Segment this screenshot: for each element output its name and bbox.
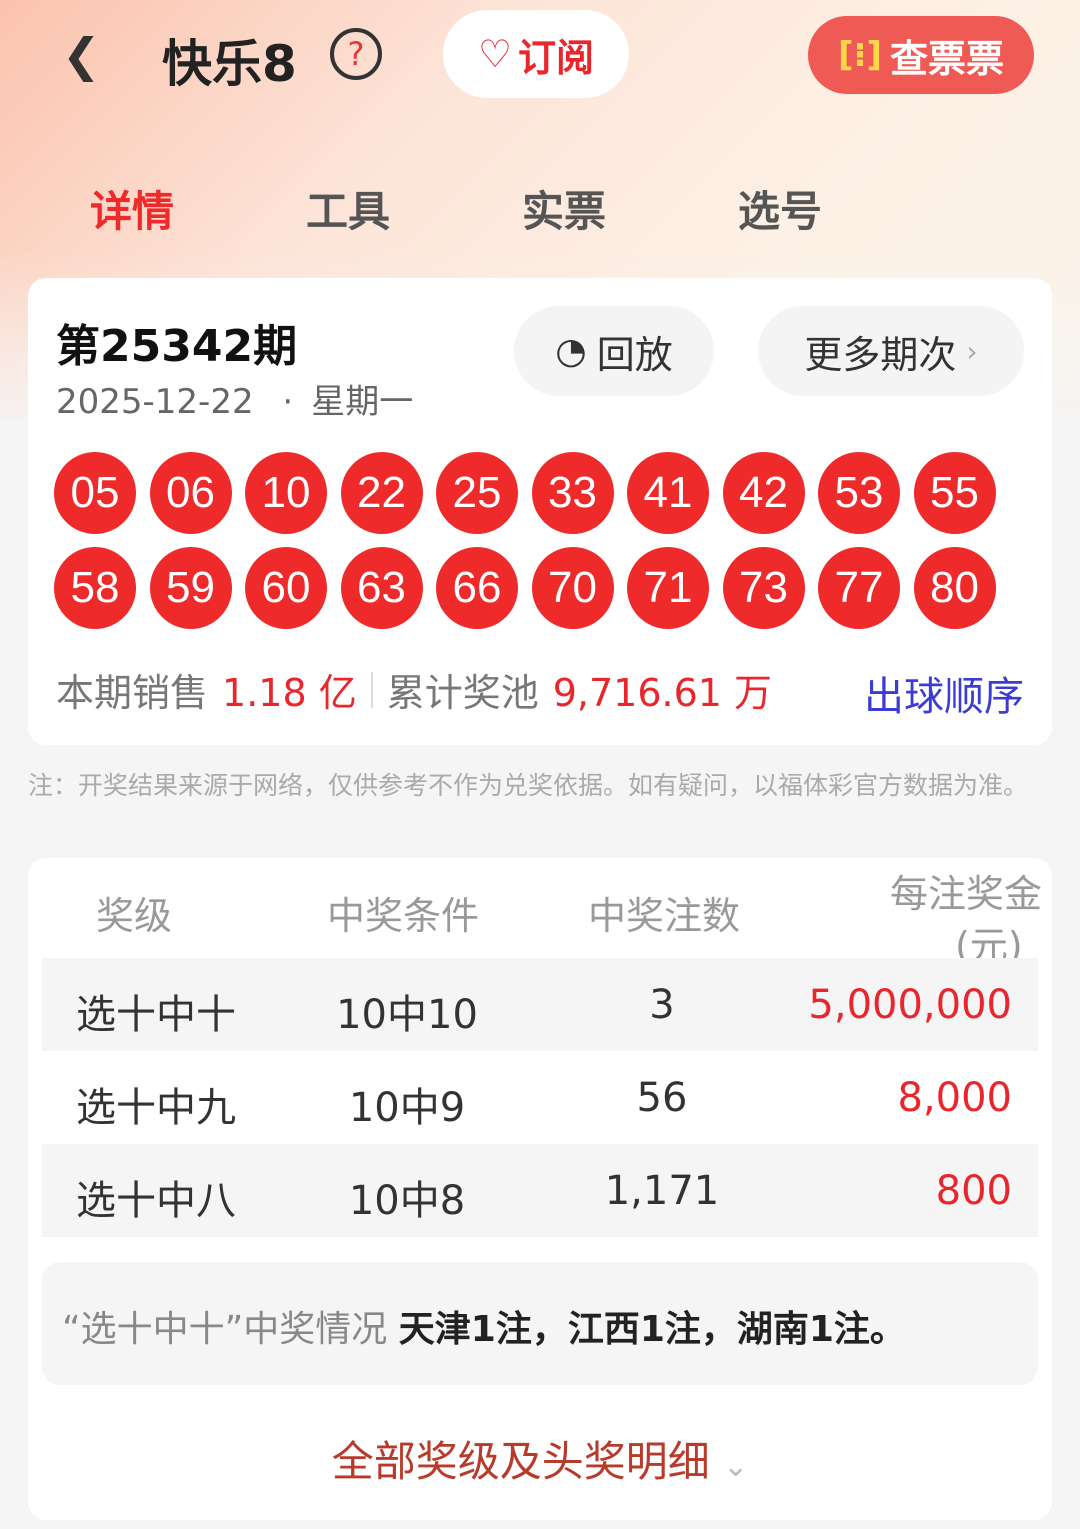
issue-number: 第25342期 (56, 321, 298, 372)
subscribe-button[interactable]: ♡ 订阅 (443, 10, 629, 98)
winner-count: 3 (649, 982, 675, 1028)
number-ball: 22 (340, 452, 423, 534)
number-ball: 10 (245, 452, 327, 534)
divider (370, 671, 373, 708)
replay-button[interactable]: ◔ 回放 (514, 306, 714, 396)
number-ball: 71 (627, 547, 709, 629)
replay-icon: ◔ (555, 330, 587, 372)
number-ball: 41 (627, 452, 709, 534)
draw-date: 2025-12-22 · 星期一 (56, 374, 413, 423)
scan-icon: [⁝] (837, 35, 882, 75)
number-ball: 80 (913, 547, 996, 629)
winner-count: 1,171 (604, 1168, 720, 1214)
header-count: 中奖注数 (588, 894, 741, 938)
prize-level: 选十中八 (76, 1178, 236, 1224)
sales-value: 1.18 亿 (222, 671, 357, 715)
all-levels-label: 全部奖级及头奖明细 (331, 1437, 710, 1486)
heart-plus-icon: ♡ (477, 32, 513, 76)
number-ball: 70 (531, 547, 614, 629)
all-levels-link[interactable]: 全部奖级及头奖明细 ⌄ (0, 1428, 1080, 1489)
number-ball: 73 (722, 547, 805, 629)
number-ball: 06 (149, 452, 232, 534)
header-prize: 每注奖金 (890, 872, 1043, 916)
weekday: 星期一 (311, 382, 414, 422)
prize-condition: 10中10 (336, 992, 478, 1038)
page-title: 快乐8 (162, 35, 297, 93)
check-ticket-label: 查票票 (889, 36, 1004, 81)
table-row: 选十中十 10中10 3 5,000,000 (42, 958, 1038, 1051)
number-ball: 63 (340, 547, 423, 629)
table-row: 选十中九 10中9 56 8,000 (42, 1051, 1038, 1144)
chevron-right-icon: › (966, 334, 978, 368)
sales-stat: 本期销售 1.18 亿累计奖池 9,716.61 万 (56, 662, 772, 717)
prize-level: 选十中十 (76, 992, 236, 1038)
chevron-down-icon: ⌄ (723, 1449, 749, 1484)
draw-order-link[interactable]: 出球顺序 (864, 674, 1024, 720)
number-ball: 58 (54, 547, 136, 629)
pool-label: 累计奖池 (386, 671, 539, 715)
replay-label: 回放 (596, 332, 673, 377)
prize-condition: 10中8 (348, 1178, 466, 1224)
subscribe-label: 订阅 (518, 35, 595, 80)
prize-amount: 5,000,000 (808, 982, 1012, 1028)
number-ball: 33 (531, 452, 614, 534)
date: 2025-12-22 (56, 382, 254, 422)
more-issues-button[interactable]: 更多期次 › (758, 306, 1024, 396)
more-issues-label: 更多期次 (804, 332, 957, 377)
separator-dot: · (282, 382, 294, 422)
sales-label: 本期销售 (56, 671, 209, 715)
winners-detail: 天津1注，江西1注，湖南1注。 (398, 1309, 906, 1350)
disclaimer-note: 注：开奖结果来源于网络，仅供参考不作为兑奖依据。如有疑问，以福体彩官方数据为准。 (28, 771, 1029, 800)
number-ball: 55 (913, 452, 996, 534)
prize-condition: 10中9 (348, 1085, 466, 1131)
check-ticket-button[interactable]: [⁝] 查票票 (808, 16, 1034, 94)
number-ball: 42 (722, 452, 805, 534)
back-chevron-icon[interactable]: ❮ (62, 28, 101, 82)
tab-details[interactable]: 详情 (90, 187, 175, 236)
number-ball: 59 (149, 547, 232, 629)
question-circle-icon[interactable]: ? (330, 28, 382, 80)
prize-level: 选十中九 (76, 1085, 236, 1131)
prize-amount: 8,000 (897, 1075, 1012, 1121)
tab-tools[interactable]: 工具 (306, 187, 391, 236)
number-ball: 66 (436, 547, 518, 629)
header-level: 奖级 (96, 894, 173, 938)
table-row: 选十中八 10中8 1,171 800 (42, 1144, 1038, 1237)
pool-value: 9,716.61 万 (552, 671, 773, 715)
number-ball: 05 (54, 452, 136, 534)
number-ball: 60 (245, 547, 327, 629)
winners-label: “选十中十”中奖情况 (62, 1309, 388, 1350)
tab-real-tickets[interactable]: 实票 (522, 187, 607, 236)
winners-info: “选十中十”中奖情况 天津1注，江西1注，湖南1注。 (42, 1262, 1038, 1385)
tab-pick-numbers[interactable]: 选号 (738, 187, 823, 236)
number-ball: 53 (818, 452, 900, 534)
prize-amount: 800 (935, 1168, 1012, 1214)
number-ball: 25 (436, 452, 518, 534)
header-condition: 中奖条件 (327, 894, 480, 938)
number-ball: 77 (818, 547, 900, 629)
winner-count: 56 (636, 1075, 688, 1121)
